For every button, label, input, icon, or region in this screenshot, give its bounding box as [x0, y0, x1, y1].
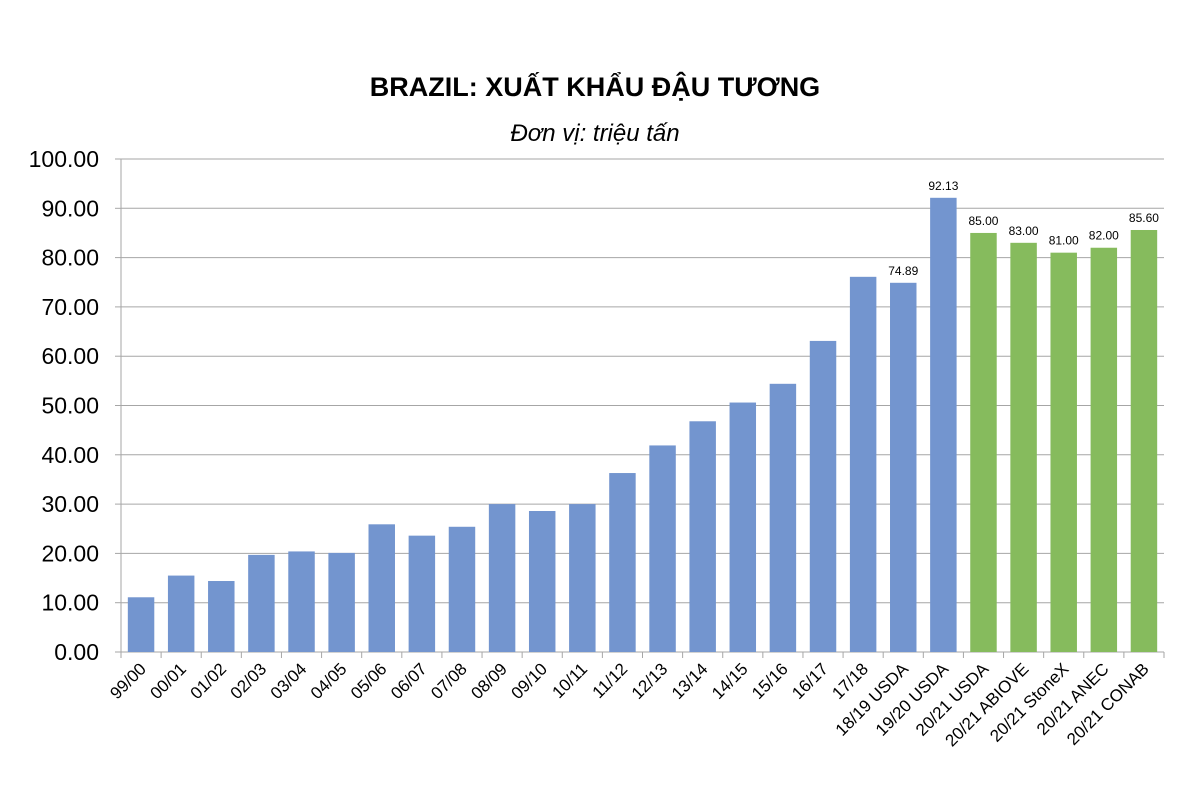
bar	[368, 524, 395, 652]
y-tick-label: 10.00	[41, 590, 99, 616]
y-tick-label: 50.00	[41, 393, 99, 419]
data-label: 92.13	[928, 179, 958, 193]
bar	[1010, 242, 1037, 652]
bar	[890, 282, 917, 652]
bar	[970, 232, 997, 652]
x-tick-label: 08/09	[467, 659, 511, 703]
y-tick-label: 60.00	[41, 343, 99, 369]
y-tick-label: 100.00	[29, 146, 99, 172]
bar	[328, 552, 355, 652]
x-tick-label: 09/10	[508, 659, 552, 703]
data-label: 85.60	[1129, 211, 1159, 225]
bar	[569, 504, 596, 652]
bar	[689, 421, 716, 652]
bar	[488, 504, 516, 652]
x-tick-label: 05/06	[347, 659, 391, 703]
data-label: 83.00	[1009, 224, 1039, 238]
chart-subtitle: Đơn vị: triệu tấn	[510, 120, 680, 147]
bar	[408, 535, 436, 652]
x-tick-label: 14/15	[708, 659, 752, 703]
bar	[1050, 252, 1077, 653]
x-tick-label: 07/08	[427, 659, 471, 703]
bar	[127, 597, 155, 652]
x-tick-label: 12/13	[628, 659, 672, 703]
y-tick-label: 90.00	[41, 195, 99, 221]
bar	[288, 551, 315, 652]
x-tick-label: 10/11	[549, 659, 592, 702]
x-tick-label: 15/16	[748, 659, 792, 703]
x-tick-label: 02/03	[227, 659, 271, 703]
bar	[849, 276, 877, 652]
bar	[649, 445, 676, 652]
x-tick-label: 16/17	[788, 659, 832, 703]
y-tick-label: 0.00	[54, 639, 99, 665]
x-tick-label: 03/04	[267, 659, 311, 703]
bar	[248, 554, 275, 652]
bar	[1130, 229, 1158, 652]
x-tick-label: 04/05	[307, 659, 351, 703]
data-label: 82.00	[1089, 229, 1119, 243]
x-tick-label: 06/07	[387, 659, 431, 703]
bar	[930, 197, 957, 652]
bar	[809, 340, 837, 652]
x-tick-label: 11/12	[589, 659, 632, 702]
x-tick-label: 00/01	[146, 659, 190, 703]
x-tick-label: 01/02	[187, 659, 231, 703]
bar	[528, 511, 556, 652]
y-tick-label: 40.00	[41, 442, 99, 468]
x-tick-label: 13/14	[668, 659, 712, 703]
y-tick-label: 20.00	[41, 540, 99, 566]
data-label: 81.00	[1049, 234, 1079, 248]
chart-title: BRAZIL: XUẤT KHẨU ĐẬU TƯƠNG	[369, 72, 821, 102]
y-tick-label: 70.00	[41, 294, 99, 320]
bar	[448, 526, 476, 652]
bar	[208, 581, 235, 652]
x-tick-label: 99/00	[106, 659, 150, 703]
y-tick-label: 80.00	[41, 245, 99, 271]
bar	[769, 383, 797, 652]
y-tick-label: 30.00	[41, 491, 99, 517]
data-label: 74.89	[888, 264, 918, 278]
bar	[1090, 247, 1118, 653]
bar	[167, 575, 195, 652]
bar	[609, 473, 636, 652]
bar	[729, 402, 757, 652]
data-label: 85.00	[968, 214, 998, 228]
